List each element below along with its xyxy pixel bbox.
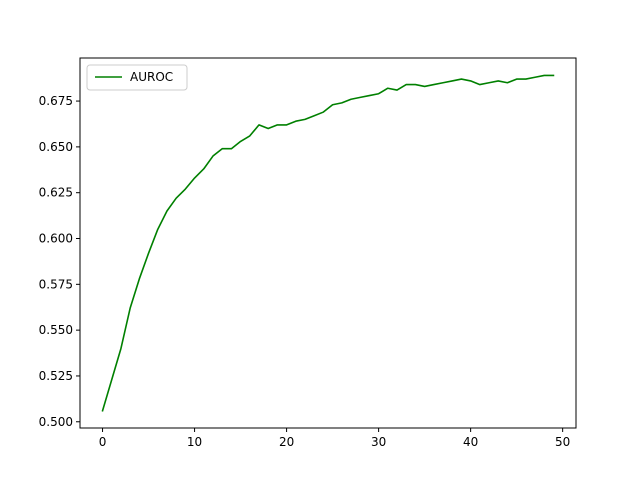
series-layer xyxy=(101,74,555,412)
y-tick-label: 0.550 xyxy=(39,323,73,337)
x-tick-label: 40 xyxy=(463,435,478,449)
x-tick-label: 50 xyxy=(555,435,570,449)
plot-area xyxy=(80,58,576,428)
y-axis-ticks: 0.500 0.525 0.550 0.575 0.600 0.625 0.650 0.675 xyxy=(39,94,80,429)
y-tick-label: 0.650 xyxy=(39,140,73,154)
x-tick-label: 0 xyxy=(99,435,107,449)
x-tick-label: 20 xyxy=(279,435,294,449)
y-tick-label: 0.625 xyxy=(39,186,73,200)
y-tick-label: 0.575 xyxy=(39,277,73,291)
y-tick-label: 0.675 xyxy=(39,94,73,108)
x-tick-label: 30 xyxy=(371,435,386,449)
x-axis-ticks: 0 10 20 30 40 50 xyxy=(99,428,570,449)
x-tick-label: 10 xyxy=(187,435,202,449)
legend-label: AUROC xyxy=(130,70,173,84)
y-tick-label: 0.500 xyxy=(39,415,73,429)
axes-frame xyxy=(79,57,577,429)
legend-box xyxy=(86,64,188,91)
series-line-auroc xyxy=(101,74,555,412)
y-tick-label: 0.525 xyxy=(39,369,73,383)
y-tick-label: 0.600 xyxy=(39,232,73,246)
legend: AUROC xyxy=(86,64,188,91)
